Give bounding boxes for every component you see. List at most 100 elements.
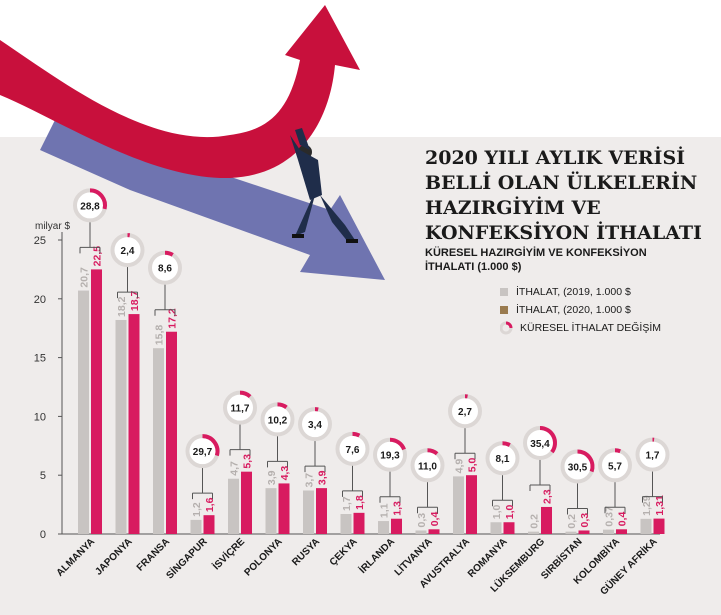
bar-label-2020: 1,8 <box>354 495 366 510</box>
bar-2020 <box>278 483 290 534</box>
chart-title: 2020 YILI AYLIK VERİSİ BELLİ OLAN ÜLKELE… <box>425 147 702 244</box>
bar-label-2020: 18,7 <box>129 290 141 311</box>
change-ring-arc <box>352 431 361 438</box>
bar-2020 <box>578 530 590 534</box>
bar-label-2020: 0,4 <box>617 512 629 527</box>
bar-label-2019: 15,8 <box>154 325 166 346</box>
bar-label-2020: 5,0 <box>467 457 479 472</box>
bar-label-2019: 0,37 <box>604 506 616 527</box>
bar-2019 <box>228 478 239 534</box>
bar-label-2019: 0,2 <box>566 514 578 529</box>
y-tick-label: 0 <box>40 529 46 541</box>
change-ring-arc <box>89 188 107 210</box>
bar-2019 <box>340 514 352 534</box>
change-value-label: 35,4 <box>530 439 550 450</box>
change-value-label: 30,5 <box>568 462 588 473</box>
bar-label-2020: 1,3 <box>392 501 404 516</box>
bar-2020 <box>128 314 140 534</box>
bar-2020 <box>91 269 102 534</box>
man-pushing-arrow-figure <box>290 128 358 243</box>
bar-2019 <box>603 529 614 534</box>
change-ring-arc <box>202 434 220 457</box>
y-axis-label: milyar $ <box>35 221 71 232</box>
change-value-label: 2,7 <box>458 407 472 418</box>
legend-label-change: KÜRESEL İTHALAT DEĞİŞİM <box>520 322 662 334</box>
bar-label-2020: 3,9 <box>317 470 329 485</box>
change-value-label: 8,1 <box>496 454 510 465</box>
change-ring-arc <box>427 448 439 456</box>
change-value-label: 10,2 <box>268 415 288 426</box>
red-up-arrow <box>0 5 360 179</box>
bar-2019 <box>78 290 89 534</box>
bar-label-2020: 0,3 <box>579 513 591 528</box>
change-ring-arc <box>277 402 288 410</box>
legend-ring-icon <box>500 321 513 335</box>
change-ring-arc <box>389 437 406 451</box>
bar-label-2019: 0,2 <box>529 514 541 529</box>
legend-item-change: KÜRESEL İTHALAT DEĞİŞİM <box>500 319 661 337</box>
bar-2020 <box>203 515 215 534</box>
bar-label-2019: 3,9 <box>266 470 278 485</box>
change-value-label: 11,0 <box>418 461 437 472</box>
bar-label-2020: 2,3 <box>542 489 554 504</box>
bar-label-2020: 22,5 <box>92 246 104 267</box>
legend-swatch-2019 <box>500 288 508 296</box>
bar-label-2019: 1,0 <box>491 504 503 519</box>
change-value-label: 5,7 <box>608 461 622 472</box>
bar-2019 <box>190 519 202 534</box>
bar-label-2020: 5,3 <box>242 454 254 469</box>
bar-label-2019: 3,7 <box>304 473 316 488</box>
bar-label-2019: 0,3 <box>416 513 428 528</box>
change-value-label: 29,7 <box>193 447 213 458</box>
bar-label-2019: 1,29 <box>641 495 653 516</box>
legend-label-2019: İTHALAT, (2019, 1.000 $ <box>516 286 631 298</box>
change-value-label: 8,6 <box>158 264 172 275</box>
bar-label-2019: 20,7 <box>79 267 91 288</box>
bar-2020 <box>241 471 252 534</box>
bar-2020 <box>466 475 477 534</box>
bar-2019 <box>490 522 502 534</box>
bar-2019 <box>453 476 464 534</box>
bar-label-2020: 1,0 <box>504 504 516 519</box>
bar-label-2019: 1,7 <box>341 496 353 511</box>
y-tick-label: 15 <box>34 353 46 365</box>
bar-2019 <box>153 348 164 534</box>
bar-label-2020: 17,2 <box>167 308 179 329</box>
y-tick-label: 10 <box>34 411 46 423</box>
bar-2020 <box>653 518 665 534</box>
bar-2020 <box>391 518 402 534</box>
bar-2019 <box>528 531 539 534</box>
bar-label-2020: 4,3 <box>279 466 291 481</box>
change-value-label: 7,6 <box>346 445 360 456</box>
bar-label-2020: 1,31 <box>654 495 666 516</box>
bar-label-2019: 18,2 <box>116 296 128 317</box>
bar-label-2019: 1,1 <box>379 503 391 518</box>
y-tick-label: 5 <box>40 470 46 482</box>
bar-2019 <box>415 530 427 534</box>
change-ring-arc <box>164 250 174 257</box>
change-value-label: 11,7 <box>231 404 250 415</box>
legend-label-2020: İTHALAT, (2020, 1.000 $ <box>516 304 631 316</box>
bar-2019 <box>565 531 577 534</box>
bar-2020 <box>316 488 327 534</box>
change-value-label: 3,4 <box>308 420 322 431</box>
bar-label-2019: 4,9 <box>454 459 466 474</box>
bar-2020 <box>428 529 440 534</box>
change-ring-arc <box>502 441 511 447</box>
bar-2019 <box>640 518 652 534</box>
legend-swatch-2020 <box>500 306 508 314</box>
legend-item-2019: İTHALAT, (2019, 1.000 $ <box>500 283 661 301</box>
y-tick-label: 25 <box>34 235 46 247</box>
legend: İTHALAT, (2019, 1.000 $ İTHALAT, (2020, … <box>500 283 661 337</box>
change-value-label: 19,3 <box>380 451 400 462</box>
change-value-label: 28,8 <box>80 201 100 212</box>
bar-label-2019: 4,7 <box>229 461 241 476</box>
bar-label-2019: 1,2 <box>191 502 203 517</box>
bar-2020 <box>353 512 365 534</box>
change-ring-arc <box>614 448 621 454</box>
bar-2019 <box>303 490 314 534</box>
legend-item-2020: İTHALAT, (2020, 1.000 $ <box>500 301 661 319</box>
bar-label-2020: 0,4 <box>429 512 441 527</box>
bar-2019 <box>115 319 127 534</box>
